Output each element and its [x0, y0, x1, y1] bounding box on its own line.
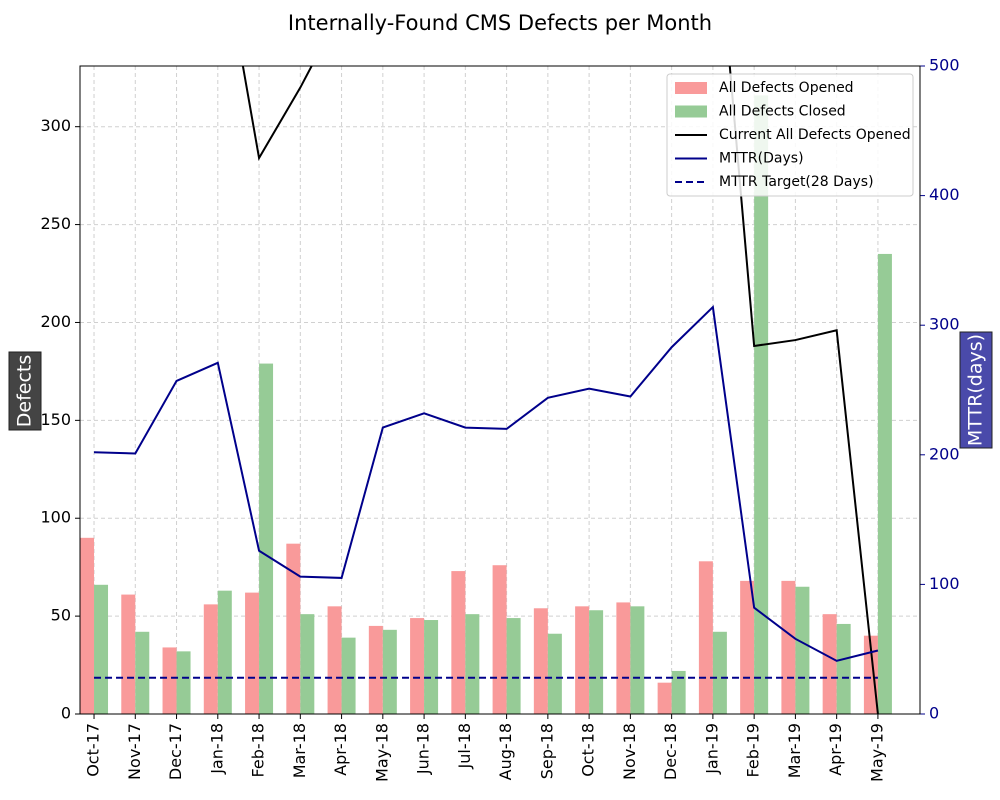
y-tick-label: 200 [40, 312, 71, 331]
line-series [241, 66, 879, 714]
bar [781, 580, 796, 714]
bar [698, 561, 713, 714]
y-axis-label: Defects [14, 355, 36, 428]
plot-frame [79, 65, 921, 715]
bar [382, 629, 397, 714]
bar [671, 670, 686, 714]
bar [259, 363, 274, 714]
x-tick-label: Feb-19 [744, 723, 763, 777]
x-tick-label: Nov-18 [620, 723, 639, 780]
x-tick-label: Jan-19 [702, 723, 721, 775]
legend-label: MTTR(Days) [719, 151, 804, 167]
x-tick-label: Oct-18 [579, 723, 598, 777]
y2-axis-label: MTTR(days) [965, 334, 987, 446]
x-tick-label: May-19 [867, 723, 886, 782]
x-tick-label: Jul-18 [455, 723, 474, 769]
x-tick-label: Aug-18 [496, 723, 515, 780]
bar [836, 623, 851, 714]
bar [533, 608, 548, 714]
bar [712, 631, 727, 714]
y2-tick-label: 200 [929, 444, 960, 463]
bar [410, 618, 425, 714]
bar [368, 625, 383, 714]
y-tick-label: 0 [61, 704, 71, 723]
y-label-box [8, 351, 42, 431]
bar [630, 606, 645, 714]
x-tick-label: Jun-18 [414, 723, 433, 775]
bar [162, 647, 177, 714]
legend-label: MTTR Target(28 Days) [719, 174, 874, 190]
legend-label: All Defects Closed [719, 104, 846, 120]
bar [877, 253, 892, 714]
chart-title: Internally-Found CMS Defects per Month [288, 11, 712, 35]
y2-tick-label: 300 [929, 315, 960, 334]
x-tick-label: Jan-18 [207, 723, 226, 775]
bar [94, 584, 109, 714]
bar [121, 594, 136, 714]
y-tick-label: 100 [40, 508, 71, 527]
y-tick-label: 250 [40, 214, 71, 233]
bar [657, 682, 672, 714]
bar [203, 604, 218, 714]
y2-tick-label: 400 [929, 185, 960, 204]
bar [547, 633, 562, 714]
bar [451, 571, 466, 714]
legend-swatch [675, 105, 707, 118]
y2-tick-label: 100 [929, 574, 960, 593]
x-tick-label: Apr-19 [826, 723, 845, 776]
x-tick-label: Nov-17 [125, 723, 144, 780]
bar [492, 565, 507, 714]
legend-label: Current All Defects Opened [719, 127, 911, 143]
bar [135, 631, 150, 714]
x-tick-label: May-18 [372, 723, 391, 782]
y2-label-box [959, 331, 993, 449]
bar [506, 618, 521, 714]
bar [754, 95, 769, 714]
bar [863, 635, 878, 714]
x-tick-label: Sep-18 [537, 723, 556, 779]
bar [80, 537, 95, 714]
x-tick-label: Oct-17 [84, 723, 103, 777]
y-tick-label: 150 [40, 410, 71, 429]
x-tick-label: Feb-18 [249, 723, 268, 777]
legend: All Defects Opened All Defects Closed Curr… [666, 73, 914, 197]
y-tick-label: 50 [51, 606, 71, 625]
x-tick-label: Mar-19 [785, 723, 804, 778]
bar [424, 620, 439, 714]
bar [795, 586, 810, 714]
y-tick-label: 300 [40, 116, 71, 135]
bar [217, 590, 232, 714]
bar [740, 580, 755, 714]
bar [176, 651, 191, 714]
line-series [93, 304, 879, 662]
x-tick-label: Apr-18 [331, 723, 350, 776]
bar [286, 543, 301, 714]
x-tick-label: Mar-18 [290, 723, 309, 778]
bar [465, 614, 480, 714]
legend-swatch [675, 82, 707, 94]
legend-label: All Defects Opened [719, 80, 854, 96]
bar [822, 614, 837, 714]
x-tick-label: Dec-17 [166, 723, 185, 780]
y2-tick-label: 0 [929, 704, 939, 723]
bar [245, 592, 260, 714]
bar [327, 606, 342, 714]
plot-area [80, 66, 892, 714]
bar [589, 610, 604, 714]
bar [341, 637, 356, 714]
bar [575, 606, 590, 714]
bar [300, 614, 315, 714]
y2-tick-label: 500 [929, 56, 960, 75]
bar [616, 602, 631, 714]
x-tick-label: Dec-18 [661, 723, 680, 780]
legend-box [666, 73, 914, 197]
